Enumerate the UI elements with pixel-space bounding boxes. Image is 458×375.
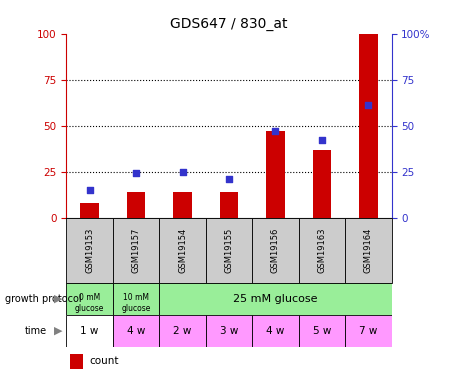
Text: 4 w: 4 w bbox=[266, 326, 284, 336]
Bar bbox=[359, 34, 378, 218]
Bar bbox=[113, 315, 159, 347]
Bar bbox=[80, 203, 99, 217]
Text: glucose: glucose bbox=[75, 304, 104, 313]
Bar bbox=[66, 315, 113, 347]
Text: ▶: ▶ bbox=[55, 294, 63, 304]
Bar bbox=[159, 217, 206, 283]
Text: 1 w: 1 w bbox=[81, 326, 99, 336]
Text: GSM19157: GSM19157 bbox=[131, 228, 141, 273]
Text: GSM19153: GSM19153 bbox=[85, 228, 94, 273]
Text: 25 mM glucose: 25 mM glucose bbox=[233, 294, 318, 304]
Text: GDS647 / 830_at: GDS647 / 830_at bbox=[170, 17, 288, 31]
Bar bbox=[113, 217, 159, 283]
Bar bbox=[127, 192, 145, 217]
Point bbox=[365, 102, 372, 108]
Bar bbox=[66, 217, 113, 283]
Bar bbox=[299, 217, 345, 283]
Text: glucose: glucose bbox=[121, 304, 151, 313]
Bar bbox=[266, 131, 285, 218]
Text: GSM19156: GSM19156 bbox=[271, 228, 280, 273]
Bar bbox=[113, 283, 159, 315]
Text: ▶: ▶ bbox=[55, 326, 63, 336]
Bar bbox=[299, 315, 345, 347]
Bar bbox=[206, 315, 252, 347]
Bar bbox=[159, 315, 206, 347]
Text: 10 mM: 10 mM bbox=[123, 293, 149, 302]
Bar bbox=[159, 283, 392, 315]
Bar bbox=[345, 315, 392, 347]
Bar bbox=[252, 217, 299, 283]
Text: 7 w: 7 w bbox=[359, 326, 377, 336]
Bar bbox=[70, 354, 82, 369]
Text: 4 w: 4 w bbox=[127, 326, 145, 336]
Text: GSM19154: GSM19154 bbox=[178, 228, 187, 273]
Bar bbox=[313, 150, 331, 217]
Text: count: count bbox=[89, 357, 119, 366]
Text: GSM19155: GSM19155 bbox=[224, 228, 234, 273]
Text: GSM19163: GSM19163 bbox=[317, 228, 327, 273]
Text: 3 w: 3 w bbox=[220, 326, 238, 336]
Text: GSM19164: GSM19164 bbox=[364, 228, 373, 273]
Bar bbox=[206, 217, 252, 283]
Bar bbox=[252, 315, 299, 347]
Point bbox=[225, 176, 233, 182]
Text: 0 mM: 0 mM bbox=[79, 293, 100, 302]
Point bbox=[86, 187, 93, 193]
Bar bbox=[345, 217, 392, 283]
Text: 2 w: 2 w bbox=[174, 326, 192, 336]
Bar bbox=[173, 192, 192, 217]
Point bbox=[272, 128, 279, 134]
Point bbox=[318, 137, 326, 143]
Text: 5 w: 5 w bbox=[313, 326, 331, 336]
Bar bbox=[66, 283, 113, 315]
Text: time: time bbox=[25, 326, 47, 336]
Text: growth protocol: growth protocol bbox=[5, 294, 81, 304]
Point bbox=[132, 170, 140, 176]
Point bbox=[179, 169, 186, 175]
Bar bbox=[220, 192, 238, 217]
